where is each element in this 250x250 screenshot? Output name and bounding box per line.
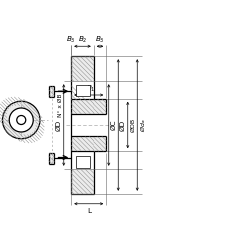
Text: ØD: ØD [120,120,126,130]
Polygon shape [71,136,94,169]
Polygon shape [49,152,54,164]
Polygon shape [94,99,106,114]
Polygon shape [71,81,94,114]
Polygon shape [71,56,94,81]
Polygon shape [71,169,94,194]
Text: L: L [87,208,91,214]
Text: $B_3$: $B_3$ [66,35,76,45]
Text: $B_2$: $B_2$ [78,35,87,45]
Text: N° x ØB: N° x ØB [58,93,62,117]
Text: $Ød_a$: $Ød_a$ [138,118,148,132]
Text: $B_1$: $B_1$ [86,84,96,94]
Circle shape [2,101,40,139]
Circle shape [9,108,33,132]
Text: ØC: ØC [110,120,116,130]
Text: $B_3$: $B_3$ [95,35,105,45]
Text: ØD: ØD [55,120,61,130]
Polygon shape [94,136,106,151]
Polygon shape [49,86,54,98]
Circle shape [17,116,26,124]
Bar [76,85,90,96]
Text: ØDB: ØDB [130,118,135,132]
Bar [76,156,90,168]
